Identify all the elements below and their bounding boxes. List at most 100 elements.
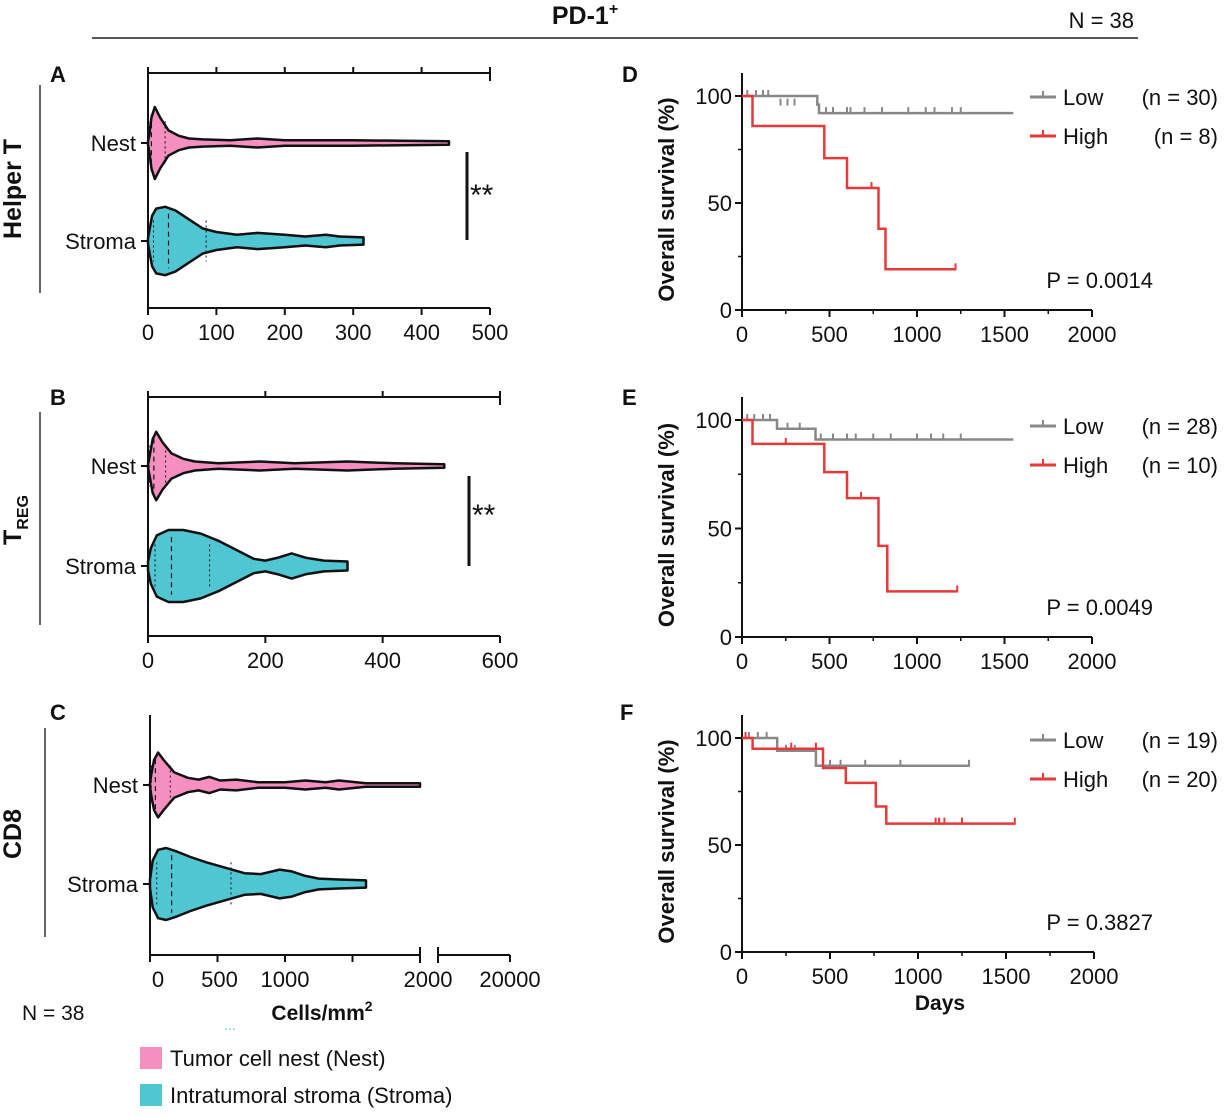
significance-marker: **	[472, 499, 496, 532]
panel-letter-d: D	[622, 62, 638, 87]
survival-line-low	[742, 736, 969, 768]
violin-x-tick-label: 1000	[261, 967, 310, 992]
survival-x-tick-label: 1000	[894, 964, 943, 989]
violin-panel-cd8: 0 500 1000 2000 20000 Nest Stroma	[67, 715, 541, 992]
violin-x-tick-label: 0	[142, 320, 154, 345]
survival-y-axis-title: Overall survival (%)	[654, 97, 679, 301]
survival-y-tick-label: 50	[708, 833, 732, 858]
row-labels: Helper T TREG CD8	[0, 85, 46, 937]
violin-x-axis-title: Cells/mm2	[271, 998, 372, 1025]
violin-category-label: Nest	[91, 131, 136, 156]
survival-x-tick-label: 1500	[980, 649, 1029, 674]
violin-category-label: Stroma	[65, 229, 137, 254]
violin-x-tick-label: 600	[482, 648, 519, 673]
violin-axes: 0 200 400 600 Nest Stroma	[65, 391, 518, 673]
violin-category-label: Stroma	[65, 554, 137, 579]
footer-dots: ...	[224, 1017, 236, 1033]
legend-label-high: High	[1063, 453, 1108, 478]
legend-n-low: (n = 19)	[1142, 728, 1218, 753]
violin-shape-nest	[148, 751, 422, 819]
row-label-cd8: CD8	[0, 809, 27, 859]
violin-x-tick-label: 500	[472, 320, 509, 345]
violin-x-tick-label: 200	[266, 320, 303, 345]
significance-marker: **	[470, 179, 494, 212]
survival-panel-helper-t: 0 500 1000 1500 2000 0 50 100 Overall survival (…	[654, 73, 1218, 347]
survival-y-tick-label: 50	[708, 517, 732, 542]
survival-line-high	[742, 418, 958, 593]
legend-n-low: (n = 28)	[1142, 414, 1218, 439]
violin-axes: 0 100 200 300 400 500 Nest Stroma	[65, 67, 508, 345]
panel-letter-f: F	[620, 700, 633, 725]
violin-category-label: Stroma	[67, 872, 139, 897]
survival-y-tick-label: 100	[695, 84, 732, 109]
violin-shape-nest	[146, 105, 451, 181]
violin-shape-stroma	[148, 846, 368, 922]
survival-y-tick-label: 0	[720, 625, 732, 650]
violin-panel-helper-t: 0 100 200 300 400 500 Nest Stroma **	[65, 67, 508, 345]
survival-line-high	[742, 736, 1015, 825]
survival-x-tick-label: 0	[736, 649, 748, 674]
violin-x-tick-label: 400	[364, 648, 401, 673]
survival-y-tick-label: 100	[695, 408, 732, 433]
survival-y-axis-title: Overall survival (%)	[654, 739, 679, 943]
survival-x-tick-label: 1500	[982, 964, 1031, 989]
violin-x-tick-label: 0	[152, 967, 164, 992]
panel-letter-c: C	[50, 700, 66, 725]
violin-shape-stroma	[146, 528, 349, 604]
survival-line-high	[742, 94, 956, 271]
legend-label-stroma: Intratumoral stroma (Stroma)	[170, 1083, 452, 1108]
legend-swatch-nest	[140, 1047, 162, 1069]
violin-category-label: Nest	[93, 773, 138, 798]
violin-axes: 0 500 1000 2000 20000 Nest Stroma	[67, 715, 541, 992]
violin-panel-treg: 0 200 400 600 Nest Stroma **	[65, 391, 518, 673]
panel-letter-b: B	[50, 385, 66, 410]
panel-letters: A B C D E F	[50, 62, 638, 725]
survival-x-tick-label: 2000	[1068, 649, 1117, 674]
legend-n-high: (n = 8)	[1154, 124, 1218, 149]
survival-x-tick-label: 500	[811, 649, 848, 674]
survival-x-tick-label: 0	[736, 322, 748, 347]
legend-n-low: (n = 30)	[1142, 85, 1218, 110]
legend-label-low: Low	[1063, 85, 1103, 110]
survival-x-tick-label: 1500	[980, 322, 1029, 347]
p-value-label: P = 0.0014	[1046, 268, 1153, 293]
survival-x-tick-label: 2000	[1070, 964, 1119, 989]
survival-axes: 0 500 1000 1500 2000 0 50 100 Overall survival (…	[654, 397, 1116, 674]
panel-letter-e: E	[622, 385, 637, 410]
survival-y-tick-label: 50	[708, 191, 732, 216]
survival-line-low	[742, 418, 1014, 441]
legend-label-high: High	[1063, 124, 1108, 149]
survival-panel-treg: 0 500 1000 1500 2000 0 50 100 Overall survival (…	[654, 397, 1218, 674]
violin-shape-stroma	[146, 205, 365, 277]
survival-x-tick-label: 500	[812, 964, 849, 989]
legend: Tumor cell nest (Nest) Intratumoral stro…	[140, 1046, 452, 1108]
survival-axes: 0 500 1000 1500 2000 0 50 100 Overall survival (…	[654, 715, 1118, 989]
survival-panel-cd8: 0 500 1000 1500 2000 0 50 100 Overall survival (…	[654, 715, 1218, 989]
legend-label-nest: Tumor cell nest (Nest)	[170, 1046, 386, 1071]
survival-axes: 0 500 1000 1500 2000 0 50 100 Overall survival (…	[654, 73, 1116, 347]
survival-y-tick-label: 0	[720, 940, 732, 965]
legend-n-high: (n = 20)	[1142, 767, 1218, 792]
legend-label-low: Low	[1063, 414, 1103, 439]
survival-x-tick-label: 1000	[893, 649, 942, 674]
survival-x-tick-label: 2000	[1068, 322, 1117, 347]
legend-label-low: Low	[1063, 728, 1103, 753]
violin-x-tick-label: 200	[247, 648, 284, 673]
violin-x-tick-label: 20000	[479, 967, 540, 992]
survival-line-low	[742, 94, 1014, 115]
header-n-label: N = 38	[1069, 8, 1134, 33]
survival-x-tick-label: 500	[811, 322, 848, 347]
violin-category-label: Nest	[91, 454, 136, 479]
legend-label-high: High	[1063, 767, 1108, 792]
violin-shape-nest	[146, 430, 446, 502]
survival-x-tick-label: 0	[736, 964, 748, 989]
figure-header: PD-1+ N = 38	[92, 1, 1138, 39]
survival-y-axis-title: Overall survival (%)	[654, 423, 679, 627]
legend-n-high: (n = 10)	[1142, 453, 1218, 478]
p-value-label: P = 0.3827	[1046, 910, 1153, 935]
survival-y-tick-label: 0	[720, 298, 732, 323]
p-value-label: P = 0.0049	[1046, 595, 1153, 620]
violin-x-tick-label: 0	[142, 648, 154, 673]
survival-y-tick-label: 100	[695, 726, 732, 751]
